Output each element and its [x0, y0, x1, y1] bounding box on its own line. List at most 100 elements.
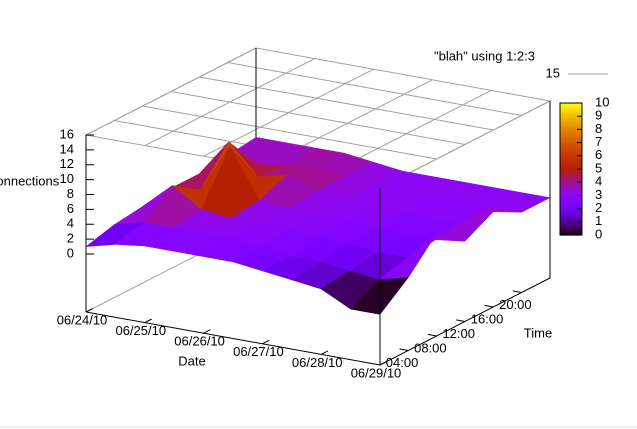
y-tick: [484, 304, 494, 308]
y-tick-label: 04:00: [386, 355, 419, 370]
y-tick: [512, 290, 522, 293]
x-tick-label: 06/27/10: [233, 344, 284, 359]
colorbox-step: [560, 182, 582, 185]
y-tick: [456, 319, 466, 322]
cb-tick-label: 5: [595, 160, 602, 175]
cb-tick-label: 10: [595, 94, 609, 109]
grid-line: [170, 91, 466, 145]
colorbox-step: [560, 202, 582, 205]
colorbox-step: [560, 219, 582, 223]
colorbox-step: [560, 186, 582, 190]
colorbox-step: [560, 217, 582, 221]
z-tick-label: 8: [67, 186, 74, 201]
colorbox-step: [560, 103, 582, 106]
legend-key: 15: [546, 65, 560, 80]
cb-tick-label: 0: [595, 226, 602, 241]
colorbox-step: [560, 129, 582, 133]
x-tick-label: 06/25/10: [115, 323, 166, 338]
colorbox-step: [560, 195, 582, 199]
colorbox-step: [560, 125, 582, 128]
z-tick-label: 10: [60, 171, 74, 186]
colorbox-step: [560, 210, 582, 214]
x-tick-label: 06/26/10: [174, 334, 225, 349]
colorbox-step: [560, 109, 582, 113]
colorbox-step: [560, 206, 582, 210]
colorbox-step: [560, 127, 582, 130]
y-axis-label: Time: [524, 325, 552, 340]
colorbox-step: [560, 193, 582, 196]
x-axis-label: Date: [178, 353, 205, 368]
z-tick-label: 0: [67, 245, 74, 260]
z-tick-label: 4: [67, 216, 74, 231]
grid-line: [142, 105, 437, 160]
colorbox-step: [560, 169, 582, 172]
colorbox-step: [560, 155, 582, 159]
colorbox-step: [560, 166, 582, 170]
x-tick: [379, 361, 388, 366]
z-tick-label: 6: [67, 201, 74, 216]
colorbox-step: [560, 215, 582, 218]
colorbox-step: [560, 149, 582, 152]
colorbox-step: [560, 173, 582, 177]
colorbox-step: [560, 160, 582, 163]
y-tick-label: 20:00: [499, 297, 532, 312]
colorbox-step: [560, 232, 582, 236]
x-tick: [144, 318, 152, 324]
x-tick-label: 06/24/10: [57, 312, 108, 327]
colorbox-step: [560, 153, 582, 157]
y-tick-label: 12:00: [442, 326, 475, 341]
z-tick-label: 2: [67, 231, 74, 246]
cb-tick-label: 7: [595, 134, 602, 149]
colorbox-step: [560, 142, 582, 146]
z-tick-label: 12: [60, 156, 74, 171]
x-tick: [262, 339, 270, 345]
z-axis-label: Connections: [0, 173, 60, 188]
colorbox-step: [560, 171, 582, 174]
legend-title: "blah" using 1:2:3: [434, 48, 535, 63]
colorbox-step: [560, 199, 582, 203]
colorbox-step: [560, 224, 582, 227]
colorbox-step: [560, 180, 582, 183]
colorbox-step: [560, 122, 582, 126]
colorbox-step: [560, 177, 582, 181]
colorbox-step: [560, 213, 582, 216]
x-tick: [85, 308, 94, 313]
colorbox-step: [560, 164, 582, 168]
colorbox-step: [560, 120, 582, 124]
colorbox-step: [560, 131, 582, 135]
colorbox-step: [560, 226, 582, 229]
colorbox-step: [560, 188, 582, 192]
colorbox-step: [560, 144, 582, 148]
colorbox-step: [560, 221, 582, 225]
colorbox-step: [560, 140, 582, 144]
colorbox-step: [560, 191, 582, 194]
y-tick: [399, 348, 409, 351]
colorbox-step: [560, 107, 582, 111]
colorbox-step: [560, 114, 582, 117]
surface-patch: [350, 277, 409, 315]
colorbox-step: [560, 175, 582, 179]
colorbox-step: [560, 105, 582, 108]
cb-tick-label: 2: [595, 200, 602, 215]
x-tick: [320, 350, 329, 355]
cb-tick-label: 1: [595, 213, 602, 228]
x-tick-label: 06/28/10: [292, 355, 343, 370]
colorbox-step: [560, 111, 582, 115]
colorbox-step: [560, 204, 582, 207]
colorbox-step: [560, 162, 582, 166]
colorbox-step: [560, 228, 582, 232]
cb-tick-label: 6: [595, 147, 602, 162]
y-tick-label: 16:00: [471, 311, 504, 326]
grid-line: [199, 76, 494, 131]
colorbox-step: [560, 230, 582, 234]
x-tick-label: 06/29/10: [351, 365, 402, 380]
cb-tick-label: 4: [595, 174, 602, 189]
z-tick-label: 14: [60, 141, 74, 156]
y-tick-label: 08:00: [414, 340, 447, 355]
colorbox-step: [560, 133, 582, 137]
colorbox-step: [560, 208, 582, 212]
colorbox-step: [560, 118, 582, 122]
y-tick: [427, 333, 437, 337]
colorbox-step: [560, 138, 582, 141]
